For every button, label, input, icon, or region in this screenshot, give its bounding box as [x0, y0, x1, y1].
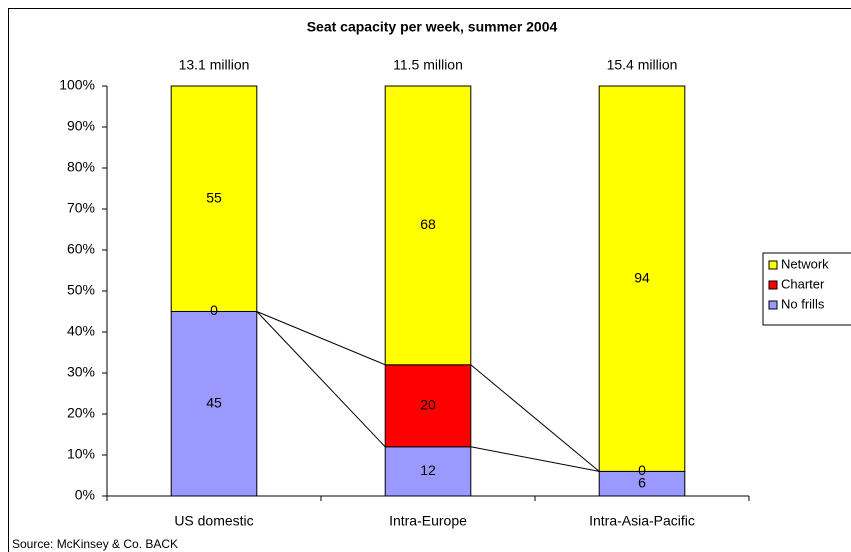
source-note: Source: McKinsey & Co. BACK [12, 537, 178, 551]
legend-swatch [768, 280, 778, 290]
y-tick-label: 50% [67, 282, 95, 298]
bar-segment [384, 446, 472, 497]
data-label: 20 [420, 397, 436, 413]
bar-segment [598, 85, 686, 472]
series-line [470, 446, 600, 472]
data-label: 94 [634, 269, 650, 285]
bar-segment [598, 470, 686, 497]
bar-total-label: 13.1 million [179, 57, 250, 73]
y-tick-label: 0% [75, 487, 95, 503]
y-tick-label: 60% [67, 241, 95, 257]
data-label: 45 [206, 394, 222, 410]
data-label: 68 [420, 216, 436, 232]
bar-total-label: 15.4 million [607, 57, 678, 73]
bar-segment [170, 85, 258, 312]
y-tick-label: 90% [67, 118, 95, 134]
y-tick-label: 100% [59, 77, 95, 93]
series-line [256, 311, 386, 366]
y-tick-label: 80% [67, 159, 95, 175]
legend-label: Charter [781, 276, 825, 291]
y-tick-label: 70% [67, 200, 95, 216]
y-tick-label: 40% [67, 323, 95, 339]
x-tick-label: US domestic [174, 513, 253, 529]
legend-swatch [768, 300, 778, 310]
bar-segment [384, 364, 472, 448]
x-tick-label: Intra-Asia-Pacific [589, 513, 695, 529]
series-line [470, 364, 600, 472]
legend-box [762, 252, 851, 326]
data-label: 0 [210, 302, 218, 318]
series-line [256, 311, 386, 448]
y-tick-label: 10% [67, 446, 95, 462]
data-label: 55 [206, 189, 222, 205]
data-label: 6 [638, 474, 646, 490]
legend-label: No frills [781, 296, 825, 311]
data-label: 0 [638, 462, 646, 478]
data-label: 12 [420, 462, 436, 478]
y-tick-label: 20% [67, 405, 95, 421]
chart-title: Seat capacity per week, summer 2004 [307, 19, 558, 35]
legend-swatch [768, 260, 778, 270]
legend-label: Network [781, 256, 829, 271]
y-tick-label: 30% [67, 364, 95, 380]
bar-segment [384, 85, 472, 366]
bar-total-label: 11.5 million [393, 57, 463, 73]
x-tick-label: Intra-Europe [389, 513, 467, 529]
